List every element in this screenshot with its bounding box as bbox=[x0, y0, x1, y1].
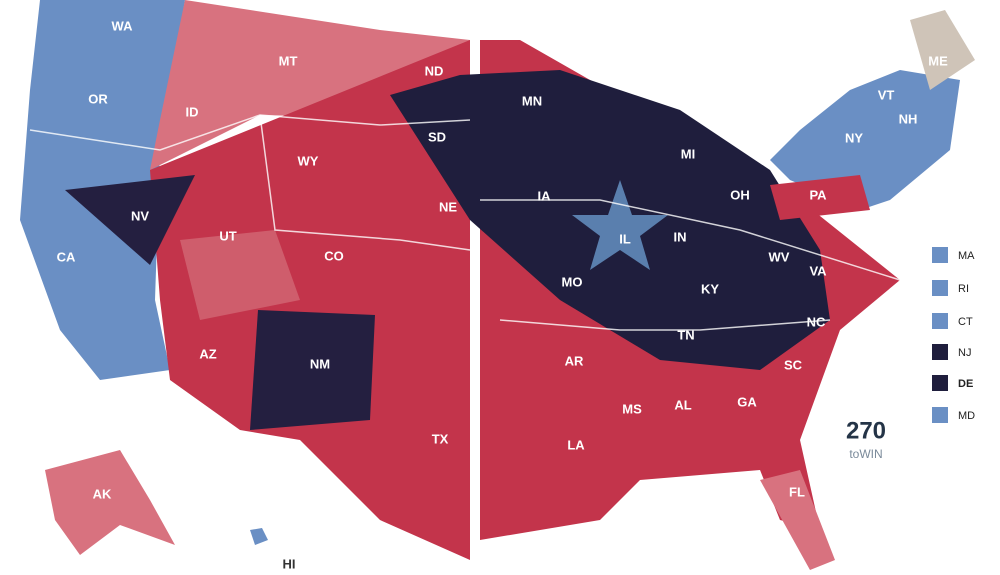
state-label: WV bbox=[769, 249, 790, 264]
pennsylvania bbox=[770, 175, 870, 220]
alaska bbox=[45, 450, 175, 555]
legend-swatch bbox=[932, 344, 948, 360]
legend-label: CT bbox=[958, 316, 973, 328]
star bbox=[572, 180, 668, 270]
state-label: WA bbox=[112, 18, 134, 33]
legend-swatch bbox=[932, 247, 948, 263]
state-label: AR bbox=[565, 353, 584, 368]
logo: 270 toWIN bbox=[846, 417, 886, 461]
legend-swatch bbox=[932, 280, 948, 296]
state-label: ID bbox=[186, 104, 199, 119]
state-label: MS bbox=[622, 401, 642, 416]
legend-swatch bbox=[932, 407, 948, 423]
state-label: VA bbox=[809, 263, 827, 278]
state-label: NV bbox=[131, 208, 149, 223]
state-label: FL bbox=[789, 484, 805, 499]
state-label: ME bbox=[928, 53, 948, 68]
florida bbox=[760, 470, 835, 570]
state-label: NH bbox=[899, 111, 918, 126]
state-label: IA bbox=[538, 188, 552, 203]
border bbox=[259, 114, 471, 251]
interior-region bbox=[150, 40, 470, 560]
legend-swatch bbox=[932, 313, 948, 329]
state-label: IN bbox=[674, 229, 687, 244]
hawaii bbox=[250, 528, 268, 545]
state-label: AK bbox=[93, 486, 112, 501]
state-label: MO bbox=[562, 274, 583, 289]
state-label: AL bbox=[674, 397, 691, 412]
state-label: MT bbox=[279, 53, 298, 68]
logo-text: toWIN bbox=[849, 447, 882, 461]
state-label: VT bbox=[878, 87, 895, 102]
northeast bbox=[770, 70, 960, 210]
state-label: CA bbox=[57, 249, 76, 264]
new-mexico bbox=[250, 310, 375, 430]
border bbox=[499, 319, 831, 331]
map-shapes bbox=[20, 0, 975, 570]
maine bbox=[910, 10, 975, 90]
state-label: AZ bbox=[199, 346, 216, 361]
logo-number: 270 bbox=[846, 417, 886, 444]
state-label: GA bbox=[737, 394, 757, 409]
legend: MA RI CT NJ DE MD bbox=[932, 247, 975, 423]
legend-label: MD bbox=[958, 410, 975, 422]
legend-swatch bbox=[932, 375, 948, 391]
state-label: HI bbox=[283, 556, 296, 571]
legend-label: RI bbox=[958, 283, 969, 295]
northwest-region bbox=[150, 0, 470, 170]
state-label: IL bbox=[619, 231, 631, 246]
state-label: LA bbox=[567, 437, 585, 452]
legend-label: DE bbox=[958, 378, 973, 390]
state-label: OH bbox=[730, 187, 750, 202]
legend-label: MA bbox=[958, 250, 975, 262]
state-label: NY bbox=[845, 130, 863, 145]
state-label: ND bbox=[425, 63, 444, 78]
state-label: PA bbox=[809, 187, 827, 202]
state-label: WY bbox=[298, 153, 319, 168]
state-label: NM bbox=[310, 356, 330, 371]
state-label: TN bbox=[677, 327, 694, 342]
state-label: NE bbox=[439, 199, 457, 214]
state-label: UT bbox=[219, 228, 236, 243]
state-label: MI bbox=[681, 146, 695, 161]
nevada bbox=[65, 175, 195, 265]
state-label: SC bbox=[784, 357, 803, 372]
border bbox=[480, 199, 901, 281]
state-labels: WA OR ID MT ND SD WY NE NV UT CO CA AZ N… bbox=[57, 18, 948, 571]
utah-region bbox=[180, 230, 300, 320]
state-label: OR bbox=[88, 91, 108, 106]
state-label: MN bbox=[522, 93, 542, 108]
state-label: KY bbox=[701, 281, 719, 296]
state-label: NC bbox=[807, 314, 826, 329]
state-label: SD bbox=[428, 129, 446, 144]
state-label: CO bbox=[324, 248, 344, 263]
legend-label: NJ bbox=[958, 347, 971, 359]
state-label: TX bbox=[432, 431, 449, 446]
